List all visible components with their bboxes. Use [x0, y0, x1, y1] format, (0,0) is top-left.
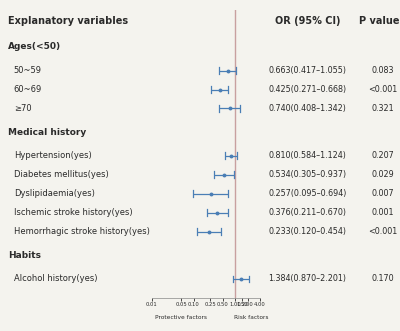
Text: <0.001: <0.001: [368, 85, 397, 94]
Text: 60~69: 60~69: [14, 85, 42, 94]
Text: 0.001: 0.001: [371, 208, 394, 217]
Text: 50~59: 50~59: [14, 66, 42, 75]
Text: Medical history: Medical history: [8, 128, 86, 137]
Text: 0.321: 0.321: [371, 104, 394, 113]
Text: 0.233(0.120–0.454): 0.233(0.120–0.454): [269, 227, 346, 236]
Text: 0.740(0.408–1.342): 0.740(0.408–1.342): [269, 104, 346, 113]
Text: 0.207: 0.207: [371, 151, 394, 160]
Text: Alcohol history(yes): Alcohol history(yes): [14, 274, 97, 283]
Text: Diabetes mellitus(yes): Diabetes mellitus(yes): [14, 170, 108, 179]
Text: 0.257(0.095–0.694): 0.257(0.095–0.694): [268, 189, 347, 198]
Text: Ischemic stroke history(yes): Ischemic stroke history(yes): [14, 208, 132, 217]
Text: 0.007: 0.007: [371, 189, 394, 198]
Text: Hemorrhagic stroke history(yes): Hemorrhagic stroke history(yes): [14, 227, 150, 236]
Text: OR (95% CI): OR (95% CI): [275, 16, 340, 26]
Text: 0.663(0.417–1.055): 0.663(0.417–1.055): [269, 66, 346, 75]
Text: P value: P value: [360, 16, 400, 26]
Text: Protective factors: Protective factors: [155, 315, 207, 320]
Text: Habits: Habits: [8, 251, 41, 260]
Text: Hypertension(yes): Hypertension(yes): [14, 151, 92, 160]
Text: 0.029: 0.029: [371, 170, 394, 179]
Text: Explanatory variables: Explanatory variables: [8, 16, 128, 26]
Text: 0.810(0.584–1.124): 0.810(0.584–1.124): [269, 151, 346, 160]
Text: <0.001: <0.001: [368, 227, 397, 236]
Text: 0.425(0.271–0.668): 0.425(0.271–0.668): [268, 85, 347, 94]
Text: ≥70: ≥70: [14, 104, 31, 113]
Text: Risk factors: Risk factors: [234, 315, 269, 320]
Text: Ages(<50): Ages(<50): [8, 42, 61, 51]
Text: 1.384(0.870–2.201): 1.384(0.870–2.201): [269, 274, 346, 283]
Text: 0.083: 0.083: [371, 66, 394, 75]
Text: 0.170: 0.170: [371, 274, 394, 283]
Text: Dyslipidaemia(yes): Dyslipidaemia(yes): [14, 189, 95, 198]
Text: 0.376(0.211–0.670): 0.376(0.211–0.670): [269, 208, 346, 217]
Text: 0.534(0.305–0.937): 0.534(0.305–0.937): [268, 170, 347, 179]
